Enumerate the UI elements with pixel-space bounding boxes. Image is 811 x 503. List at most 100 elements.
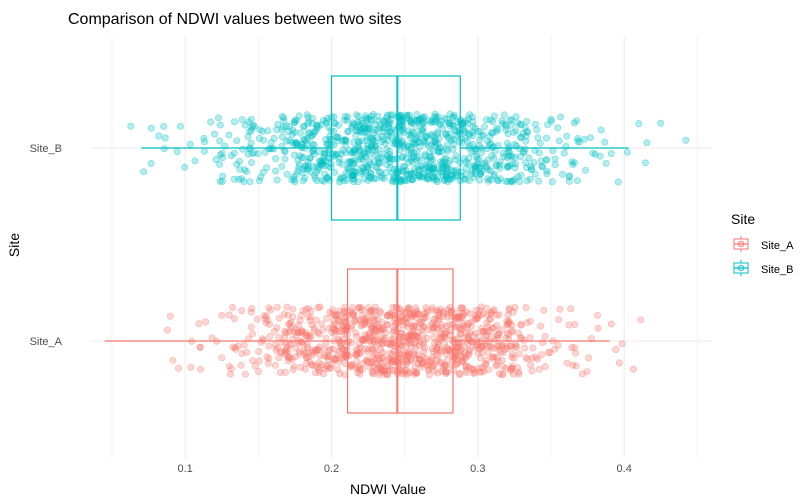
- data-point: [422, 313, 430, 321]
- data-point: [426, 153, 434, 161]
- data-point: [398, 357, 406, 365]
- data-point: [587, 335, 595, 343]
- data-point: [407, 356, 415, 364]
- data-point: [343, 342, 351, 350]
- data-point: [434, 308, 442, 316]
- data-point: [366, 307, 374, 315]
- data-point: [291, 128, 299, 136]
- data-point: [462, 117, 470, 125]
- data-point: [408, 313, 416, 321]
- data-point: [364, 163, 372, 171]
- data-point: [583, 368, 591, 376]
- data-point: [379, 348, 387, 356]
- data-point: [429, 324, 437, 332]
- data-point: [402, 349, 410, 357]
- data-point: [505, 162, 513, 170]
- data-point: [332, 311, 340, 319]
- data-point: [332, 151, 340, 159]
- data-point: [425, 164, 433, 172]
- data-point: [410, 370, 418, 378]
- legend-item-site-a: Site_A: [733, 236, 794, 252]
- data-point: [415, 341, 423, 349]
- data-point: [448, 307, 456, 315]
- data-point: [456, 369, 464, 377]
- legend-title: Site: [731, 211, 755, 227]
- data-point: [161, 134, 169, 142]
- data-point: [388, 350, 396, 358]
- data-point: [306, 154, 314, 162]
- data-point: [372, 359, 380, 367]
- data-point: [364, 358, 372, 366]
- data-point: [413, 332, 421, 340]
- data-point: [420, 313, 428, 321]
- data-point: [493, 330, 501, 338]
- data-point: [458, 304, 466, 312]
- data-point: [465, 131, 473, 139]
- data-point: [283, 170, 291, 178]
- data-point: [377, 326, 385, 334]
- data-point: [365, 124, 373, 132]
- data-point: [457, 304, 465, 312]
- data-point: [508, 362, 516, 370]
- data-point: [266, 145, 274, 153]
- data-point: [238, 349, 246, 357]
- data-point: [364, 129, 372, 137]
- data-point: [315, 330, 323, 338]
- data-point: [501, 345, 509, 353]
- data-point: [316, 157, 324, 165]
- data-point: [462, 366, 470, 374]
- data-point: [537, 322, 545, 330]
- data-point: [339, 346, 347, 354]
- data-point: [315, 166, 323, 174]
- data-point: [489, 118, 497, 126]
- data-point: [542, 134, 550, 142]
- data-point: [379, 124, 387, 132]
- data-point: [471, 124, 479, 132]
- data-point: [494, 342, 502, 350]
- data-point: [477, 303, 485, 311]
- data-point: [294, 156, 302, 164]
- data-point: [490, 353, 498, 361]
- data-point: [425, 167, 433, 175]
- data-point: [439, 308, 447, 316]
- data-point: [412, 156, 420, 164]
- data-point: [531, 170, 539, 178]
- data-point: [255, 134, 263, 142]
- data-point: [401, 366, 409, 374]
- data-point: [428, 156, 436, 164]
- data-point: [284, 328, 292, 336]
- data-point: [249, 357, 257, 365]
- data-point: [414, 163, 422, 171]
- data-point: [487, 309, 495, 317]
- data-point: [486, 116, 494, 124]
- data-point: [230, 149, 238, 157]
- data-point: [401, 343, 409, 351]
- data-point: [369, 338, 377, 346]
- data-point: [341, 318, 349, 326]
- data-point: [424, 142, 432, 150]
- data-point: [430, 165, 438, 173]
- data-point: [377, 172, 385, 180]
- data-point: [505, 320, 513, 328]
- data-point: [357, 137, 365, 145]
- data-point: [378, 359, 386, 367]
- data-point: [312, 348, 320, 356]
- data-point: [458, 314, 466, 322]
- data-point: [312, 168, 320, 176]
- data-point: [434, 324, 442, 332]
- data-point: [528, 165, 536, 173]
- data-point: [285, 354, 293, 362]
- data-point: [306, 129, 314, 137]
- data-point: [484, 323, 492, 331]
- data-point: [404, 356, 412, 364]
- data-point: [286, 327, 294, 335]
- data-point: [266, 333, 274, 341]
- data-point: [375, 371, 383, 379]
- data-point: [462, 363, 470, 371]
- points-layer: [127, 110, 690, 379]
- data-point: [311, 346, 319, 354]
- data-point: [480, 367, 488, 375]
- data-point: [486, 342, 494, 350]
- data-point: [278, 126, 286, 134]
- data-point: [323, 174, 331, 182]
